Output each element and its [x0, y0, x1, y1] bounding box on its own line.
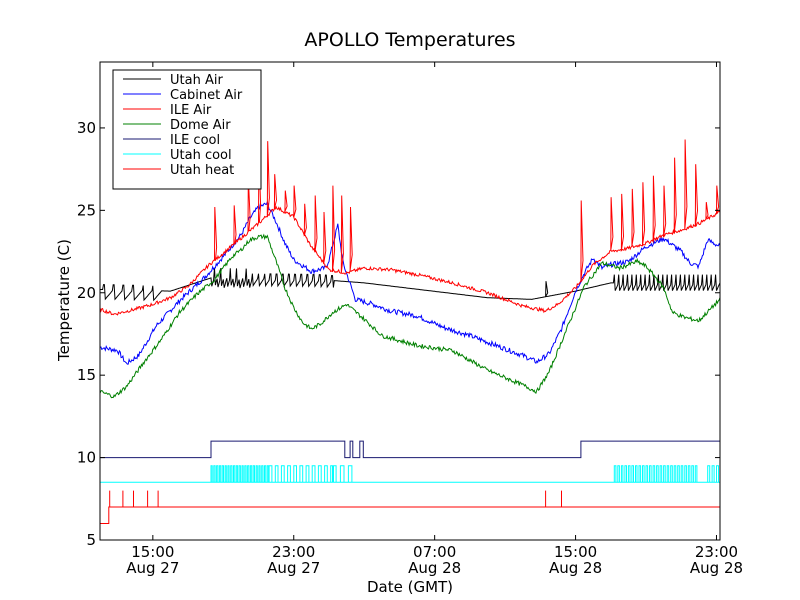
- y-tick-label: 15: [77, 366, 96, 384]
- x-tick-label-date: Aug 28: [408, 559, 461, 577]
- series-line: [100, 268, 720, 302]
- x-tick-label-time: 23:00: [695, 543, 738, 561]
- x-tick-label-time: 15:00: [554, 543, 597, 561]
- y-axis-label: Temperature (C): [55, 239, 73, 362]
- series-line: [100, 233, 720, 399]
- series-ile-air: [100, 139, 720, 316]
- series-cabinet-air: [100, 200, 720, 365]
- series-utah-cool: [100, 465, 720, 483]
- y-tick-label: 30: [77, 119, 96, 137]
- x-tick-label-date: Aug 28: [690, 559, 743, 577]
- legend-entry-label: Cabinet Air: [170, 88, 243, 103]
- y-tick-label: 10: [77, 449, 96, 467]
- legend-entry-label: Utah heat: [170, 163, 234, 178]
- x-tick-label-date: Aug 28: [549, 559, 602, 577]
- x-tick-label-date: Aug 27: [267, 559, 320, 577]
- series-utah-heat: [100, 490, 720, 524]
- series-group: [100, 139, 720, 524]
- series-pulses: [210, 465, 719, 483]
- y-tick-label: 25: [77, 201, 96, 219]
- series-line: [100, 139, 720, 316]
- x-tick-label-date: Aug 27: [126, 559, 179, 577]
- x-tick-label-time: 07:00: [413, 543, 456, 561]
- legend-entry-label: Dome Air: [170, 118, 231, 133]
- x-axis-label: Date (GMT): [367, 578, 453, 596]
- x-tick-label-time: 15:00: [131, 543, 174, 561]
- series-line: [100, 200, 720, 365]
- chart-title: APOLLO Temperatures: [304, 29, 515, 51]
- y-tick-label: 20: [77, 284, 96, 302]
- series-line: [100, 506, 720, 524]
- series-line: [100, 440, 720, 459]
- x-tick-label-time: 23:00: [272, 543, 315, 561]
- y-tick-label: 5: [86, 531, 96, 549]
- legend-entry-label: ILE cool: [170, 133, 220, 148]
- series-utah-air: [100, 268, 720, 302]
- legend-entry-label: Utah Air: [170, 73, 223, 88]
- series-ile-cool: [100, 440, 720, 459]
- series-dome-air: [100, 233, 720, 399]
- axes-frame: [99, 61, 721, 541]
- plot-area: [100, 139, 720, 524]
- legend-entry-label: ILE Air: [170, 103, 212, 118]
- legend-entry-label: Utah cool: [170, 148, 232, 163]
